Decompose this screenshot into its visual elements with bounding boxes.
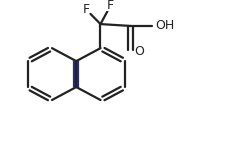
Text: F: F bbox=[83, 3, 90, 16]
Text: O: O bbox=[134, 45, 144, 58]
Text: F: F bbox=[106, 0, 114, 12]
Text: OH: OH bbox=[155, 20, 174, 32]
